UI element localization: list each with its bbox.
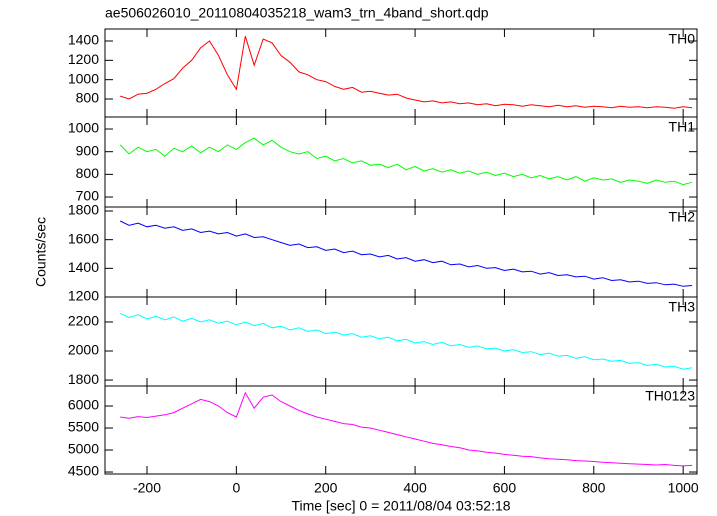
y-tick-label: 1400 bbox=[68, 259, 99, 275]
panel-frame bbox=[104, 116, 698, 208]
panel-label: TH1 bbox=[669, 119, 696, 135]
panel-frame bbox=[104, 296, 698, 387]
y-tick-label: 2200 bbox=[68, 313, 99, 329]
data-line bbox=[120, 36, 693, 109]
y-tick-label: 5500 bbox=[68, 419, 99, 435]
panel-label: TH0 bbox=[669, 31, 696, 47]
y-tick-label: 6000 bbox=[68, 397, 99, 413]
panel-frame bbox=[104, 206, 698, 298]
chart-title: ae506026010_20110804035218_wam3_trn_4ban… bbox=[105, 5, 489, 21]
y-tick-label: 1600 bbox=[68, 230, 99, 246]
data-line bbox=[119, 312, 693, 370]
y-tick-label: 1000 bbox=[68, 70, 99, 86]
y-tick-label: 1000 bbox=[68, 120, 99, 136]
y-tick-label: 4500 bbox=[68, 463, 99, 479]
y-axis-label: Counts/sec bbox=[33, 217, 49, 287]
y-tick-label: 1800 bbox=[68, 371, 99, 387]
y-tick-label: 1200 bbox=[68, 288, 99, 304]
y-tick-label: 5000 bbox=[68, 441, 99, 457]
panel-label: TH2 bbox=[669, 209, 696, 225]
y-tick-label: 800 bbox=[76, 165, 100, 181]
x-tick-label: 600 bbox=[493, 480, 517, 496]
data-line bbox=[119, 220, 693, 287]
y-tick-label: 2000 bbox=[68, 342, 99, 358]
x-tick-label: 200 bbox=[314, 480, 338, 496]
x-tick-label: -200 bbox=[133, 480, 161, 496]
data-line bbox=[120, 391, 693, 467]
y-tick-label: 1400 bbox=[68, 32, 99, 48]
panel-label: TH0123 bbox=[645, 388, 695, 404]
y-tick-label: 700 bbox=[76, 188, 100, 204]
y-tick-label: 1200 bbox=[68, 51, 99, 67]
x-tick-label: 400 bbox=[403, 480, 427, 496]
x-tick-label: 0 bbox=[232, 480, 240, 496]
x-tick-label: 1000 bbox=[668, 480, 699, 496]
data-line bbox=[119, 137, 693, 186]
y-tick-label: 1800 bbox=[68, 202, 99, 218]
panel-label: TH3 bbox=[669, 299, 696, 315]
x-tick-label: 800 bbox=[582, 480, 606, 496]
y-tick-label: 900 bbox=[76, 142, 100, 158]
panel-frame bbox=[104, 385, 698, 475]
y-tick-label: 800 bbox=[76, 90, 100, 106]
x-axis-label: Time [sec] 0 = 2011/08/04 03:52:18 bbox=[291, 498, 510, 514]
panel-frame bbox=[104, 28, 698, 118]
